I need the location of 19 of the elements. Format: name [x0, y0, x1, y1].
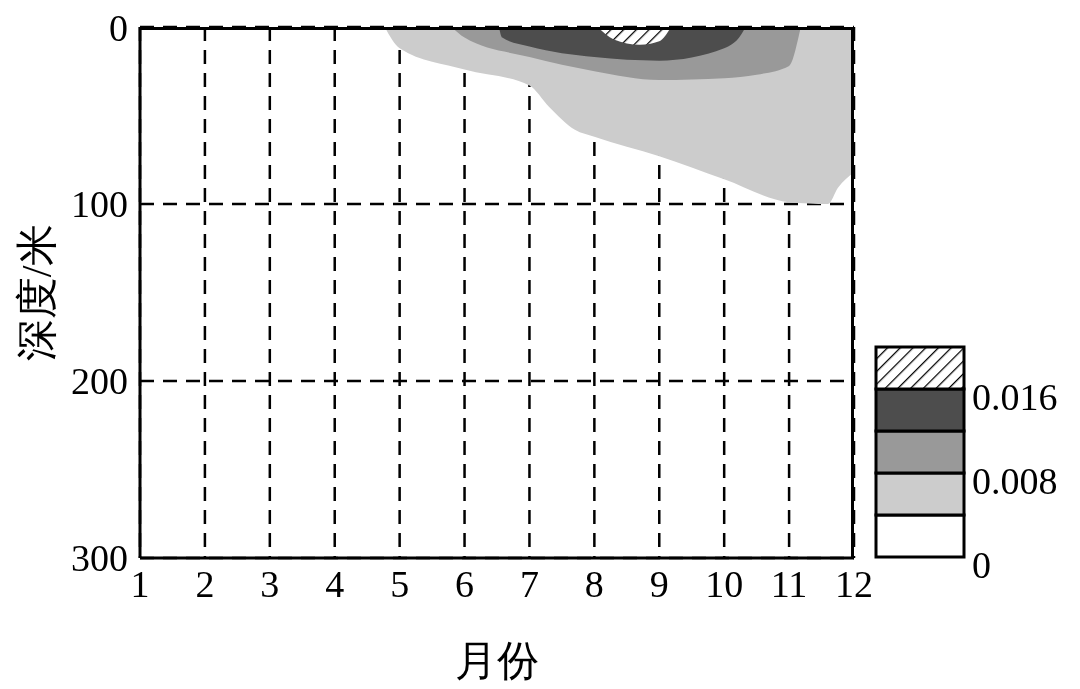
- x-tick-label: 1: [130, 562, 150, 605]
- x-axis-title: 月份: [455, 638, 539, 684]
- y-tick-label: 100: [71, 183, 128, 226]
- x-tick-label: 2: [195, 562, 215, 605]
- x-tick-label: 9: [649, 562, 669, 605]
- x-tick-label: 10: [705, 562, 744, 605]
- x-tick-label: 8: [584, 562, 604, 605]
- y-tick-label: 300: [71, 537, 128, 580]
- x-tick-label: 11: [770, 562, 808, 605]
- y-axis-title: 深度/米: [13, 223, 60, 362]
- x-tick-label: 12: [835, 562, 873, 605]
- x-tick-label: 7: [519, 562, 539, 605]
- x-tick-label: 6: [455, 562, 475, 605]
- x-tick-label: 5: [390, 562, 410, 605]
- x-tick-label: 4: [325, 562, 345, 605]
- x-tick-label: 3: [260, 562, 280, 605]
- y-tick-label: 0: [109, 6, 128, 49]
- y-tick-label: 200: [71, 360, 128, 403]
- color-bar: 0 0.008 0.016: [870, 339, 1080, 599]
